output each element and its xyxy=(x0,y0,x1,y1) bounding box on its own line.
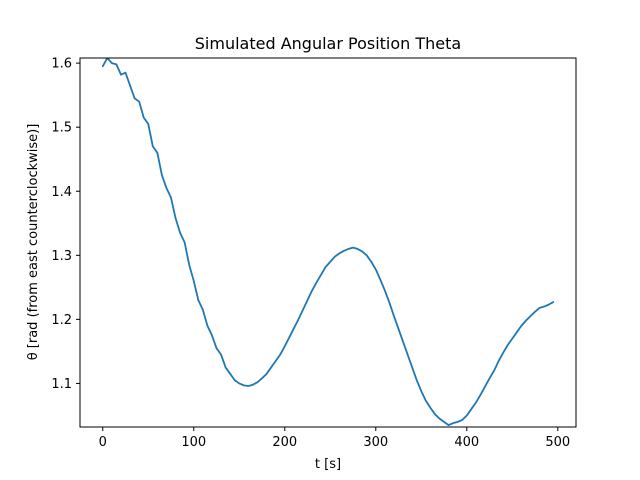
x-tick-label: 400 xyxy=(454,435,479,450)
y-tick-label: 1.6 xyxy=(51,57,72,72)
plot-series-group xyxy=(101,58,555,426)
x-tick-label: 300 xyxy=(363,435,388,450)
x-axis-label: t [s] xyxy=(315,457,341,472)
x-tick-label: 100 xyxy=(181,435,206,450)
x-tick-label: 200 xyxy=(272,435,297,450)
x-axis-ticks: 0 100 200 300 400 500 xyxy=(99,427,570,450)
y-axis-ticks: 1.1 1.2 1.3 1.4 1.5 1.6 xyxy=(51,57,80,392)
theta-series-line xyxy=(101,58,555,426)
chart-title: Simulated Angular Position Theta xyxy=(195,34,461,53)
y-tick-label: 1.2 xyxy=(51,313,72,328)
y-tick-label: 1.1 xyxy=(51,377,72,392)
y-axis-label: θ [rad (from east counterclockwise)] xyxy=(26,124,41,361)
x-tick-label: 500 xyxy=(545,435,570,450)
y-tick-label: 1.4 xyxy=(51,185,72,200)
y-tick-label: 1.3 xyxy=(51,249,72,264)
plot-frame xyxy=(79,57,577,428)
y-tick-label: 1.5 xyxy=(51,121,72,136)
x-tick-label: 0 xyxy=(99,435,107,450)
